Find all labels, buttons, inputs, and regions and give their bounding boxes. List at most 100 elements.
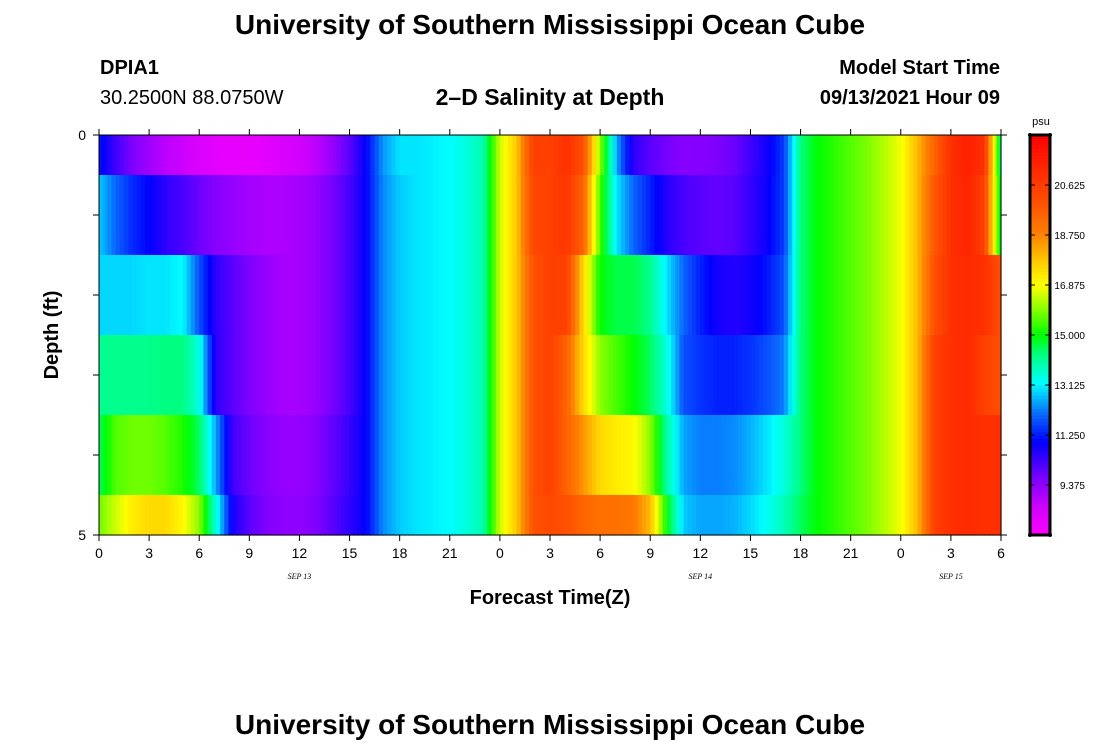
heatmap-cell	[441, 175, 447, 256]
heatmap-cell	[299, 415, 305, 496]
heatmap-cell	[412, 335, 417, 416]
heatmap-cell	[963, 415, 969, 496]
heatmap-cell	[474, 255, 480, 336]
heatmap-cell	[320, 335, 326, 416]
heatmap-cell	[654, 415, 660, 496]
heatmap-cell	[988, 175, 994, 256]
colorbar-segment	[1030, 168, 1050, 173]
colorbar-segment	[1030, 465, 1050, 469]
heatmap-cell	[696, 255, 701, 336]
heatmap-cell	[712, 495, 718, 536]
heatmap-cell	[871, 495, 877, 536]
heatmap-cell	[942, 135, 948, 176]
heatmap-cell	[433, 175, 438, 256]
heatmap-cell	[554, 135, 559, 176]
heatmap-cell	[483, 175, 488, 256]
heatmap-cell	[867, 415, 873, 496]
y-tick-label: 0	[78, 127, 86, 143]
heatmap-cell	[240, 135, 246, 176]
heatmap-cell	[675, 175, 681, 256]
heatmap-cell	[821, 335, 827, 416]
heatmap-cell	[938, 495, 944, 536]
heatmap-cell	[762, 415, 768, 496]
heatmap-cell	[896, 415, 902, 496]
heatmap-cell	[136, 495, 142, 536]
heatmap-cell	[587, 335, 593, 416]
heatmap-cell	[867, 135, 873, 176]
heatmap-cell	[524, 495, 530, 536]
heatmap-cell	[337, 255, 342, 336]
heatmap-cell	[111, 495, 117, 536]
heatmap-cell	[504, 255, 509, 336]
heatmap-cell	[378, 335, 384, 416]
heatmap-cell	[499, 415, 505, 496]
x-tick-label: 9	[646, 545, 654, 561]
heatmap-cell	[295, 495, 301, 536]
heatmap-cell	[909, 175, 914, 256]
heatmap-cell	[742, 335, 747, 416]
heatmap-cell	[541, 495, 547, 536]
heatmap-cell	[671, 255, 676, 336]
heatmap-cell	[800, 495, 806, 536]
footer-title: University of Southern Mississippi Ocean…	[234, 709, 866, 740]
heatmap-cell	[266, 415, 271, 496]
colorbar-segment	[1030, 225, 1050, 229]
heatmap-cell	[249, 175, 255, 256]
heatmap-cell	[408, 415, 413, 496]
heatmap-cell	[495, 415, 501, 496]
heatmap-cell	[783, 415, 789, 496]
colorbar-tick-label: 13.125	[1054, 381, 1085, 392]
heatmap-cell	[788, 255, 793, 336]
heatmap-cell	[721, 415, 726, 496]
heatmap-cell	[165, 255, 171, 336]
heatmap-cell	[249, 255, 255, 336]
heatmap-cell	[846, 175, 852, 256]
heatmap-cell	[533, 335, 539, 416]
heatmap-cell	[479, 135, 484, 176]
heatmap-cell	[967, 335, 973, 416]
heatmap-cell	[658, 135, 664, 176]
heatmap-cell	[445, 135, 451, 176]
heatmap-cell	[867, 255, 873, 336]
heatmap-cell	[717, 495, 722, 536]
heatmap-cell	[495, 495, 501, 536]
heatmap-cell	[616, 135, 622, 176]
heatmap-cell	[487, 175, 493, 256]
heatmap-cell	[328, 175, 334, 256]
heatmap-cell	[575, 255, 580, 336]
heatmap-cell	[775, 335, 781, 416]
heatmap-cell	[994, 335, 998, 416]
heatmap-cell	[165, 415, 171, 496]
heatmap-cell	[257, 255, 263, 336]
heatmap-cell	[829, 495, 835, 536]
heatmap-cell	[362, 135, 367, 176]
heatmap-cell	[850, 135, 856, 176]
heatmap-cell	[224, 135, 230, 176]
heatmap-cell	[654, 335, 660, 416]
heatmap-cell	[441, 495, 447, 536]
heatmap-cell	[700, 175, 706, 256]
heatmap-cell	[913, 415, 919, 496]
heatmap-cell	[930, 135, 935, 176]
heatmap-cell	[800, 415, 806, 496]
heatmap-cell	[658, 335, 664, 416]
heatmap-cell	[746, 335, 752, 416]
heatmap-cell	[679, 175, 685, 256]
heatmap-cell	[637, 495, 643, 536]
heatmap-cell	[980, 255, 985, 336]
heatmap-cell	[274, 135, 280, 176]
heatmap-cell	[604, 335, 610, 416]
heatmap-cell	[316, 175, 321, 256]
heatmap-cell	[733, 335, 739, 416]
heatmap-cell	[833, 335, 839, 416]
heatmap-cell	[879, 135, 885, 176]
heatmap-cell	[608, 335, 614, 416]
heatmap-cell	[103, 415, 106, 496]
heatmap-cell	[195, 135, 200, 176]
heatmap-cell	[437, 495, 443, 536]
heatmap-cell	[708, 335, 714, 416]
heatmap-cell	[762, 335, 768, 416]
heatmap-cell	[278, 495, 284, 536]
heatmap-cell	[119, 175, 125, 256]
date-label: SEP 15	[939, 572, 963, 581]
